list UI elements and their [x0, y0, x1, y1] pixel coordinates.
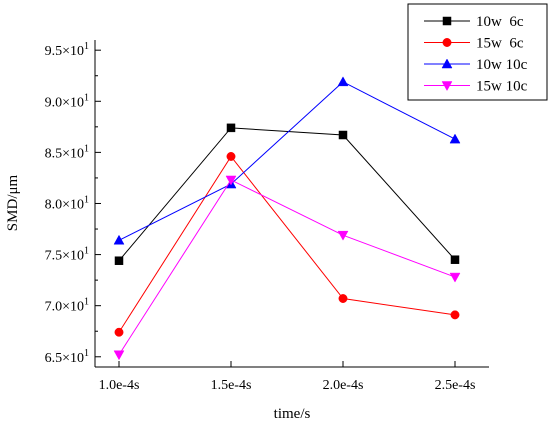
y-tick-mantissa: 8.5	[45, 146, 63, 161]
x-tick-label: 2.0e-4s	[323, 378, 364, 393]
series-1	[114, 123, 460, 265]
data-point	[337, 230, 349, 241]
y-tick-base: ×10	[62, 197, 84, 212]
legend-item: 10w 6c	[424, 14, 524, 30]
data-point	[449, 272, 461, 283]
y-tick-exponent: 1	[84, 143, 89, 154]
series-2	[114, 152, 460, 337]
series-line	[118, 179, 456, 356]
y-tick-label: 8.0×101	[45, 194, 89, 212]
x-tick-label: 2.5e-4s	[435, 378, 476, 393]
y-tick-base: ×10	[62, 351, 84, 366]
y-axis-label: SMD/μm	[5, 174, 21, 231]
y-tick-exponent: 1	[84, 194, 89, 205]
legend-marker	[441, 58, 453, 69]
y-tick-exponent: 1	[84, 246, 89, 257]
data-point	[450, 310, 460, 320]
y-tick-base: ×10	[62, 146, 84, 161]
series-line	[118, 81, 456, 241]
legend-marker	[441, 81, 453, 92]
y-tick-exponent: 1	[84, 297, 89, 308]
legend-box	[407, 3, 548, 101]
data-point	[450, 255, 460, 264]
data-point	[449, 133, 461, 144]
data-point	[114, 327, 124, 337]
legend-label: 15w 6c	[476, 36, 524, 52]
y-tick-base: ×10	[62, 95, 84, 110]
legend-marker	[442, 16, 452, 26]
data-point	[226, 152, 236, 161]
x-tick-label: 1.5e-4s	[211, 378, 252, 393]
data-point	[337, 76, 349, 87]
data-point	[114, 256, 124, 265]
data-point	[338, 130, 348, 140]
legend-label: 10w 6c	[476, 14, 524, 30]
y-tick-mantissa: 8.0	[45, 197, 63, 212]
y-tick-exponent: 1	[84, 348, 89, 359]
y-tick-mantissa: 9.5	[45, 44, 63, 59]
y-ticks: 6.5×1017.0×1017.5×1018.0×1018.5×1019.0×1…	[45, 41, 101, 366]
x-tick-label: 1.0e-4s	[99, 378, 140, 393]
data-point	[225, 175, 237, 186]
y-tick-mantissa: 6.5	[45, 351, 63, 366]
y-tick-label: 6.5×101	[45, 348, 89, 366]
legend-marker	[442, 38, 452, 47]
legend-label: 10w 10c	[476, 57, 528, 73]
x-axis-label: time/s	[274, 406, 311, 422]
y-tick-base: ×10	[62, 44, 84, 59]
y-tick-exponent: 1	[84, 41, 89, 52]
data-point	[226, 123, 236, 133]
series-4	[113, 175, 461, 361]
y-tick-label: 7.0×101	[45, 297, 89, 315]
legend-label: 15w 10c	[476, 79, 528, 95]
legend-item: 10w 10c	[424, 57, 528, 73]
data-point	[113, 234, 125, 245]
data-point	[338, 294, 348, 303]
y-tick-exponent: 1	[84, 92, 89, 103]
series-line	[118, 127, 456, 262]
legend-item: 15w 10c	[424, 79, 528, 95]
legend: 10w 6c 15w 6c 10w 10c 15w 10c	[407, 3, 548, 101]
series-3	[113, 76, 461, 245]
y-tick-mantissa: 7.0	[45, 300, 63, 315]
x-ticks: 1.0e-4s 1.5e-4s 2.0e-4s 2.5e-4s	[99, 361, 476, 393]
y-tick-base: ×10	[62, 249, 84, 264]
y-tick-label: 9.0×101	[45, 92, 89, 110]
legend-item: 15w 6c	[424, 36, 524, 52]
plot-area	[113, 76, 461, 361]
y-tick-label: 8.5×101	[45, 143, 89, 161]
y-tick-mantissa: 9.0	[45, 95, 63, 110]
series-line	[118, 155, 456, 333]
y-tick-label: 9.5×101	[45, 41, 89, 59]
data-point	[113, 350, 125, 361]
y-tick-label: 7.5×101	[45, 246, 89, 264]
y-tick-base: ×10	[62, 300, 84, 315]
y-tick-mantissa: 7.5	[45, 249, 63, 264]
